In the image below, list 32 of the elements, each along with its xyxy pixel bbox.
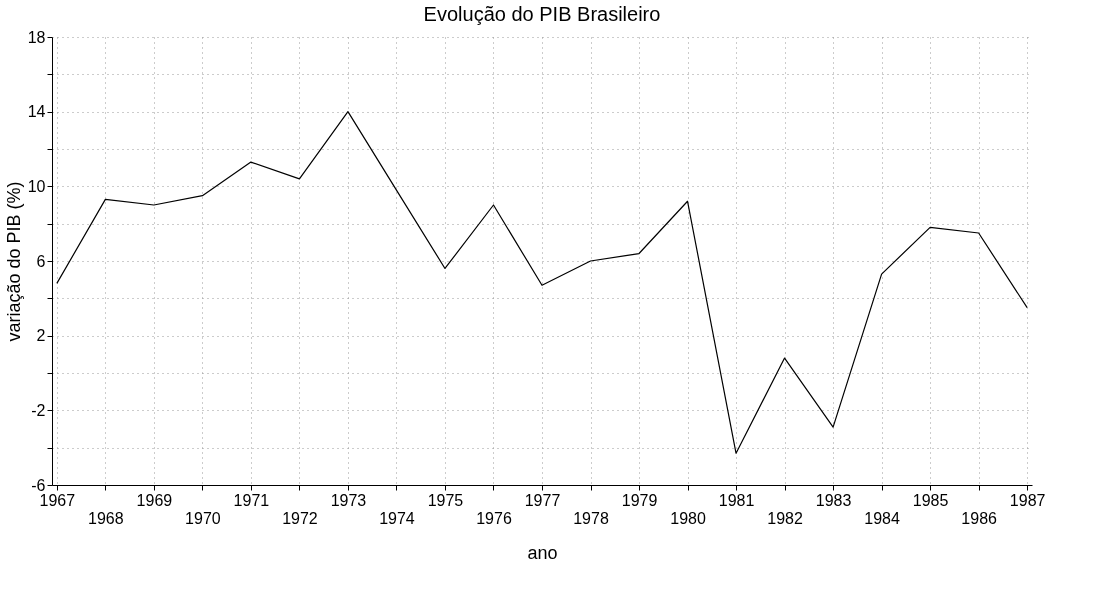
x-tick-label: 1980 xyxy=(670,509,706,527)
x-tick-label: 1969 xyxy=(136,491,173,509)
y-tick-label: -2 xyxy=(31,401,46,419)
x-tick-label: 1972 xyxy=(282,509,318,527)
y-tick-label: 18 xyxy=(27,28,46,46)
x-tick-label: 1975 xyxy=(427,491,464,509)
x-tick-label: 1967 xyxy=(39,491,76,509)
x-tick-label: 1976 xyxy=(476,509,512,527)
x-tick-label: 1985 xyxy=(912,491,949,509)
x-tick-label: 1983 xyxy=(815,491,852,509)
y-axis-title: variação do PIB (%) xyxy=(3,181,24,342)
x-tick-label: 1970 xyxy=(185,509,221,527)
line-series xyxy=(56,111,1028,454)
x-tick-label: 1968 xyxy=(88,509,124,527)
x-tick-label: 1987 xyxy=(1009,491,1046,509)
x-tick-label: 1974 xyxy=(379,509,415,527)
y-tick-label: 2 xyxy=(36,327,46,345)
chart-title: Evolução do PIB Brasileiro xyxy=(423,3,661,25)
y-tick-label: 14 xyxy=(27,103,46,121)
x-tick-label: 1979 xyxy=(621,491,658,509)
x-tick-label: 1986 xyxy=(961,509,998,527)
y-tick-label: 6 xyxy=(36,252,46,270)
x-tick-label: 1984 xyxy=(864,509,900,527)
x-tick-label: 1982 xyxy=(767,509,803,527)
x-tick-label: 1978 xyxy=(573,509,609,527)
x-tick-label: 1981 xyxy=(718,491,755,509)
x-axis-title: ano xyxy=(527,542,558,563)
x-tick-label: 1973 xyxy=(330,491,367,509)
y-tick-label: -6 xyxy=(31,476,46,494)
y-tick-label: 10 xyxy=(27,177,46,195)
x-tick-label: 1977 xyxy=(524,491,561,509)
x-tick-label: 1971 xyxy=(233,491,270,509)
